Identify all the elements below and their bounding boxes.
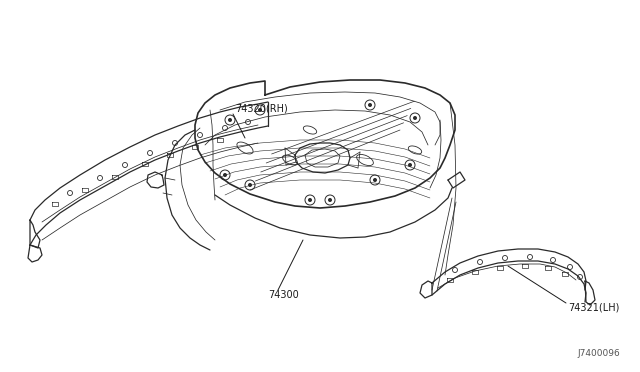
Text: J7400096: J7400096 <box>577 349 620 358</box>
Circle shape <box>248 183 252 187</box>
Circle shape <box>408 163 412 167</box>
Circle shape <box>413 116 417 120</box>
Text: 74300: 74300 <box>268 290 299 300</box>
Circle shape <box>328 198 332 202</box>
Circle shape <box>223 173 227 177</box>
Circle shape <box>228 118 232 122</box>
Circle shape <box>373 178 377 182</box>
Circle shape <box>368 103 372 107</box>
Circle shape <box>308 198 312 202</box>
Text: 74320(RH): 74320(RH) <box>235 103 288 113</box>
Text: 74321(LH): 74321(LH) <box>568 303 620 313</box>
Circle shape <box>258 108 262 112</box>
